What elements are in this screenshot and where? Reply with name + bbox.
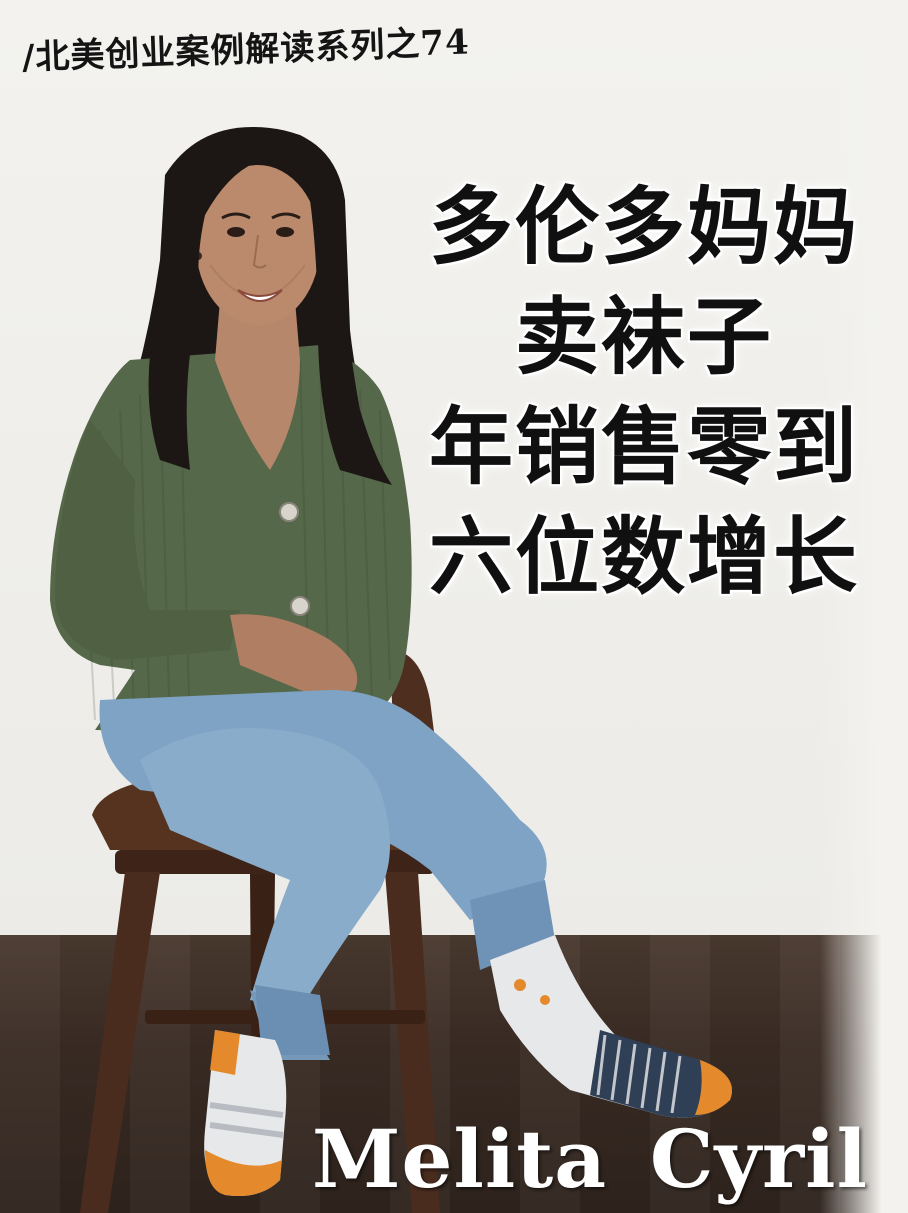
- wood-floor: [0, 935, 908, 1213]
- cardigan-button: [279, 502, 299, 522]
- headline-line: 年销售零到: [428, 398, 859, 496]
- right-edge-fade: [820, 0, 908, 1213]
- neck: [215, 300, 300, 470]
- jeans-upper-leg: [140, 728, 390, 1010]
- floor-planks: [0, 935, 908, 1213]
- jeans-cuff: [255, 985, 330, 1055]
- person-name: Melita Cyril: [312, 1112, 868, 1206]
- headline-line: 六位数增长: [428, 508, 859, 606]
- headline-line: 卖袜子: [514, 288, 773, 386]
- hair-front: [148, 129, 335, 470]
- headline: 多伦多妈妈 卖袜子 年销售零到 六位数增长: [394, 172, 894, 612]
- left-sleeve: [55, 420, 240, 660]
- headline-line: 多伦多妈妈: [428, 178, 859, 276]
- hands: [230, 614, 358, 695]
- cardigan-button: [290, 596, 310, 616]
